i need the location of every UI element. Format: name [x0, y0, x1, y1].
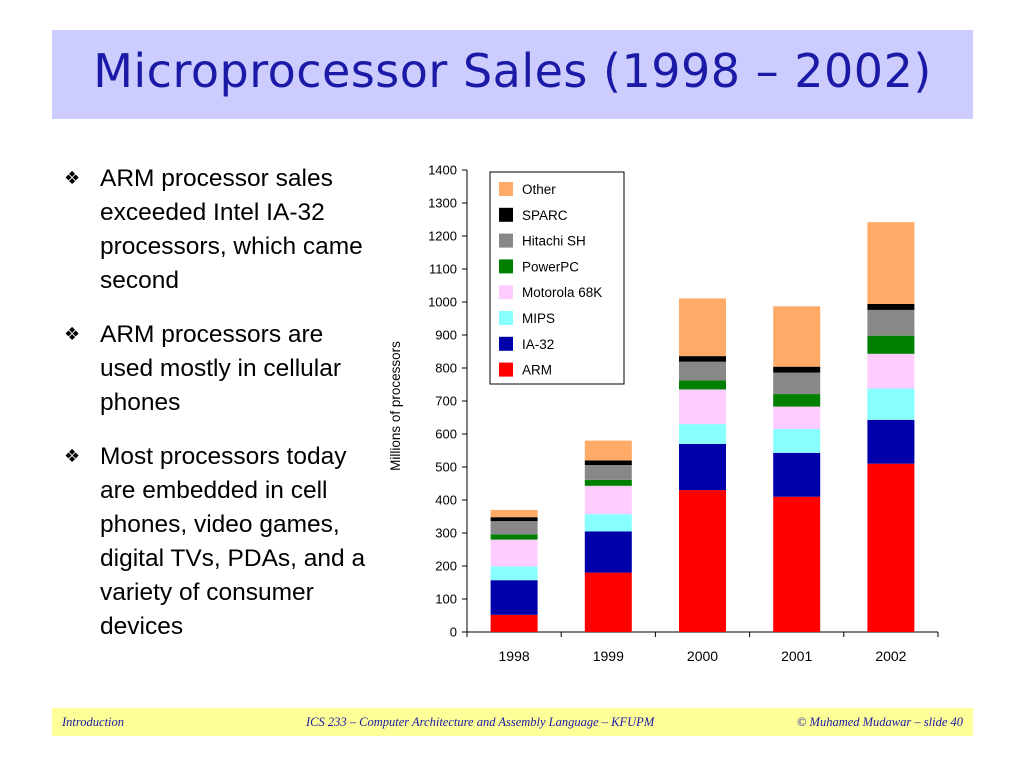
x-tick-label: 2001 [781, 648, 812, 664]
bar-segment-sparc [679, 356, 726, 362]
footer-section: Introduction [62, 715, 125, 729]
legend-swatch [499, 182, 513, 196]
bullet-text: ARM processors are used mostly in cellul… [100, 321, 342, 416]
legend-swatch [499, 311, 513, 325]
bar-segment-motorola-68k [773, 406, 821, 430]
bar-segment-mips [679, 424, 726, 444]
y-tick-label: 1000 [428, 295, 457, 310]
y-tick-label: 500 [435, 460, 457, 475]
bullet-item: ❖ ARM processor sales exceeded Intel IA-… [62, 162, 372, 298]
bar-segment-motorola-68k [867, 353, 915, 389]
y-tick-label: 1300 [428, 196, 457, 211]
bar-segment-powerpc [584, 479, 632, 486]
diamond-fleuron-icon: ❖ [64, 324, 81, 345]
bar-segment-sparc [773, 366, 821, 373]
bar-segment-mips [773, 429, 821, 453]
stacked-bar-chart: 0 100 200 300 400 500 600 700 800 900 1000 1100 1200… [388, 163, 939, 664]
bar-segment-powerpc [490, 534, 538, 540]
bar-segment-hitachi-sh [867, 309, 915, 336]
y-tick-label: 1200 [428, 229, 457, 244]
bar-segment-hitachi-sh [490, 521, 538, 535]
y-axis-title: Millions of processors [388, 341, 403, 471]
bar-segment-arm [773, 496, 821, 632]
y-tick-label: 400 [435, 493, 457, 508]
legend-label: Other [522, 182, 556, 197]
bar-segment-other [490, 509, 538, 518]
bar-segment-hitachi-sh [584, 465, 632, 480]
bar-segment-ia-32 [584, 531, 632, 573]
title-bar: Microprocessor Sales (1998 – 2002) [52, 30, 973, 119]
legend-label: Hitachi SH [522, 234, 586, 249]
legend-label: Motorola 68K [522, 285, 602, 300]
bar-segment-motorola-68k [679, 389, 726, 425]
y-tick-label: 300 [435, 526, 457, 541]
bar-segment-powerpc [867, 335, 915, 354]
bar-segment-other [584, 440, 632, 461]
legend-label: PowerPC [522, 259, 579, 274]
y-tick-label: 100 [435, 592, 457, 607]
bar-segment-arm [679, 490, 726, 632]
legend-label: ARM [522, 363, 552, 378]
bar-segment-hitachi-sh [679, 361, 726, 381]
bar-segment-mips [584, 514, 632, 532]
sales-chart: 0 100 200 300 400 500 600 700 800 900 1000 1100 1200… [380, 150, 950, 685]
bar-segment-mips [867, 388, 915, 420]
bar-segment-motorola-68k [490, 539, 538, 567]
y-tick-label: 700 [435, 394, 457, 409]
bullet-text: Most processors today are embedded in ce… [100, 443, 366, 640]
footer-credit: © Muhamed Mudawar – slide 40 [796, 715, 963, 729]
diamond-fleuron-icon: ❖ [64, 446, 81, 467]
bar-segment-other [773, 306, 821, 367]
bar-segment-other [867, 222, 915, 304]
bar-segment-arm [490, 614, 538, 632]
slide-title: Microprocessor Sales (1998 – 2002) [93, 44, 932, 98]
legend-label: MIPS [522, 311, 555, 326]
x-tick-label: 2000 [687, 648, 718, 664]
y-tick-label: 600 [435, 427, 457, 442]
legend-swatch [499, 207, 513, 222]
bullet-item: ❖ ARM processors are used mostly in cell… [62, 318, 372, 420]
legend-box [489, 171, 625, 385]
legend-swatch [499, 259, 513, 274]
footer-course: ICS 233 – Computer Architecture and Asse… [306, 715, 655, 729]
y-tick-label: 800 [435, 361, 457, 376]
y-tick-label: 1100 [429, 262, 457, 277]
legend-swatch [499, 362, 513, 377]
bar-segment-sparc [867, 303, 915, 310]
bar-segment-arm [584, 572, 632, 632]
y-tick-label: 900 [435, 328, 457, 343]
bar-segment-sparc [584, 460, 632, 466]
bar-segment-ia-32 [773, 452, 821, 497]
bar-segment-motorola-68k [584, 485, 632, 515]
bar-segment-powerpc [773, 394, 821, 407]
bar-segment-ia-32 [490, 580, 538, 615]
y-tick-label: 200 [435, 559, 457, 574]
y-tick-label: 0 [450, 625, 457, 640]
bullet-text: ARM processor sales exceeded Intel IA-32… [100, 165, 363, 294]
bar-segment-arm [867, 463, 915, 632]
bar-segment-powerpc [679, 380, 726, 390]
bar-segment-sparc [490, 517, 538, 522]
x-tick-label: 1999 [593, 648, 624, 664]
y-tick-label: 1400 [428, 163, 457, 178]
x-tick-label: 2002 [875, 648, 906, 664]
legend-label: SPARC [522, 208, 568, 223]
legend-swatch [499, 285, 513, 300]
legend-swatch [499, 233, 513, 248]
bar-segment-mips [490, 566, 538, 581]
legend-swatch [499, 336, 513, 351]
x-tick-label: 1998 [499, 648, 530, 664]
legend-label: IA-32 [522, 337, 554, 352]
footer-bar: Introduction ICS 233 – Computer Architec… [52, 708, 973, 736]
bar-segment-other [679, 298, 726, 357]
bullet-list: ❖ ARM processor sales exceeded Intel IA-… [62, 162, 372, 664]
diamond-fleuron-icon: ❖ [64, 168, 81, 189]
bar-segment-hitachi-sh [773, 372, 821, 395]
bullet-item: ❖ Most processors today are embedded in … [62, 440, 372, 644]
bar-segment-ia-32 [867, 419, 915, 464]
bar-segment-ia-32 [679, 443, 726, 491]
